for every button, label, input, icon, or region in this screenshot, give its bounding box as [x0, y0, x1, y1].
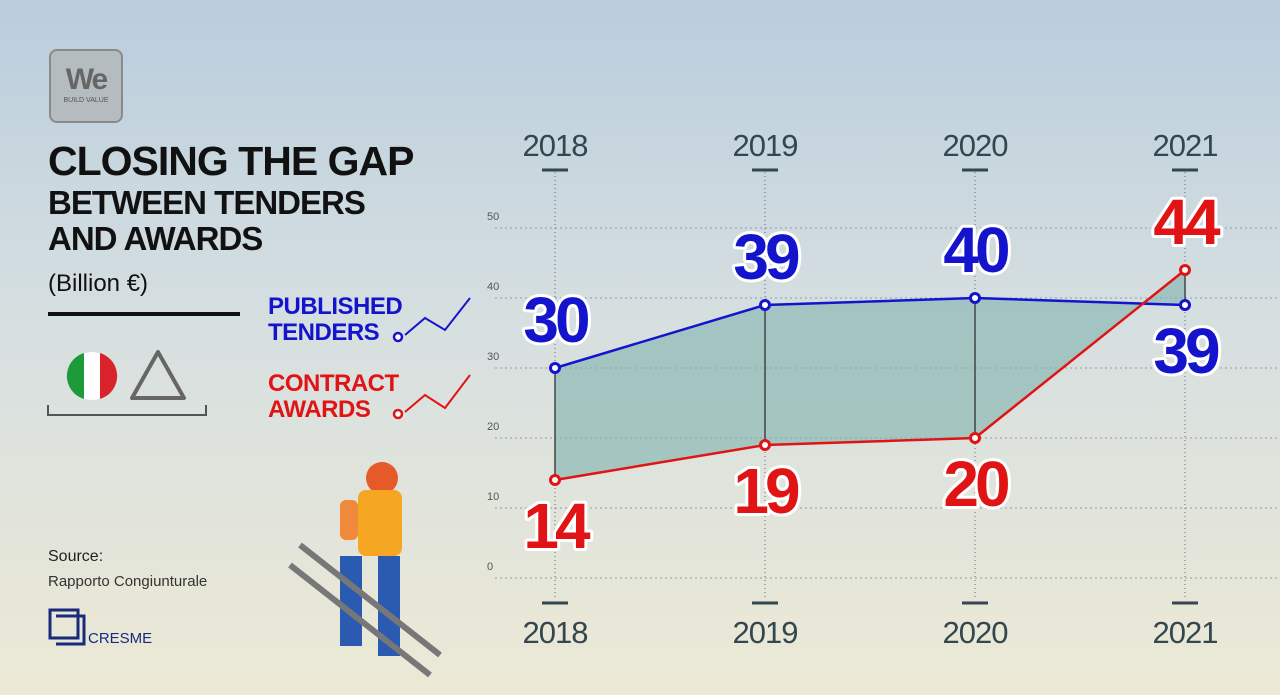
legend-icon: [404, 374, 471, 413]
y-tick-label: 30: [487, 351, 499, 363]
source-text: Rapporto Congiunturale: [48, 573, 208, 590]
x-tick-label: 2018: [523, 615, 588, 650]
point: [969, 432, 981, 444]
legend-entry: CONTRACT AWARDS: [268, 370, 399, 423]
data-label: 39: [733, 221, 799, 293]
legend-marker: [392, 408, 404, 420]
x-tick-label: 2019: [733, 615, 798, 650]
data-label: 39: [1153, 315, 1219, 387]
y-tick-label: 10: [487, 491, 499, 503]
y-tick-label: 20: [487, 421, 499, 433]
y-tick-label: 0: [487, 561, 493, 573]
source-label: Source:: [48, 548, 104, 565]
y-tick-label: 50: [487, 211, 499, 223]
point: [1179, 264, 1191, 276]
data-label: 20: [943, 448, 1008, 520]
flag-green: [66, 353, 84, 399]
x-tick-label: 2021: [1153, 615, 1218, 650]
legend-marker: [392, 331, 404, 343]
series-line: [554, 296, 1186, 370]
data-label: 40: [943, 214, 1008, 286]
cresme-logo: [48, 608, 86, 646]
point: [549, 474, 561, 486]
flag-red: [100, 353, 118, 399]
chart-subtitle: BETWEEN TENDERS AND AWARDS: [48, 184, 366, 257]
legend-icon: [404, 297, 471, 336]
point: [759, 299, 771, 311]
logo-text: We: [65, 63, 108, 96]
y-tick-label: 40: [487, 281, 499, 293]
gap-area: [555, 270, 1185, 480]
works-sign: [130, 350, 186, 400]
legend-entry: PUBLISHED TENDERS: [268, 293, 403, 346]
x-tick-label: 2020: [943, 128, 1009, 163]
x-tick-label: 2021: [1153, 128, 1218, 163]
logo: We BUILD VALUE: [49, 49, 123, 123]
bracket: [47, 405, 207, 416]
data-label: 14: [523, 490, 591, 562]
chart-title: CLOSING THE GAP: [48, 138, 414, 184]
point: [969, 292, 981, 304]
data-label: 44: [1153, 186, 1221, 258]
series-line: [554, 269, 1186, 482]
point: [1179, 299, 1191, 311]
unit-label: (Billion €): [48, 270, 149, 297]
point: [759, 439, 771, 451]
worker: [288, 462, 442, 678]
source-org: CRESME: [88, 630, 153, 647]
logo-tagline: BUILD VALUE: [63, 97, 109, 104]
point: [549, 362, 561, 374]
x-tick-label: 2019: [733, 128, 798, 163]
data-label: 30: [523, 284, 588, 356]
x-tick-label: 2020: [943, 615, 1009, 650]
data-label: 19: [733, 455, 799, 527]
x-tick-label: 2018: [523, 128, 588, 163]
